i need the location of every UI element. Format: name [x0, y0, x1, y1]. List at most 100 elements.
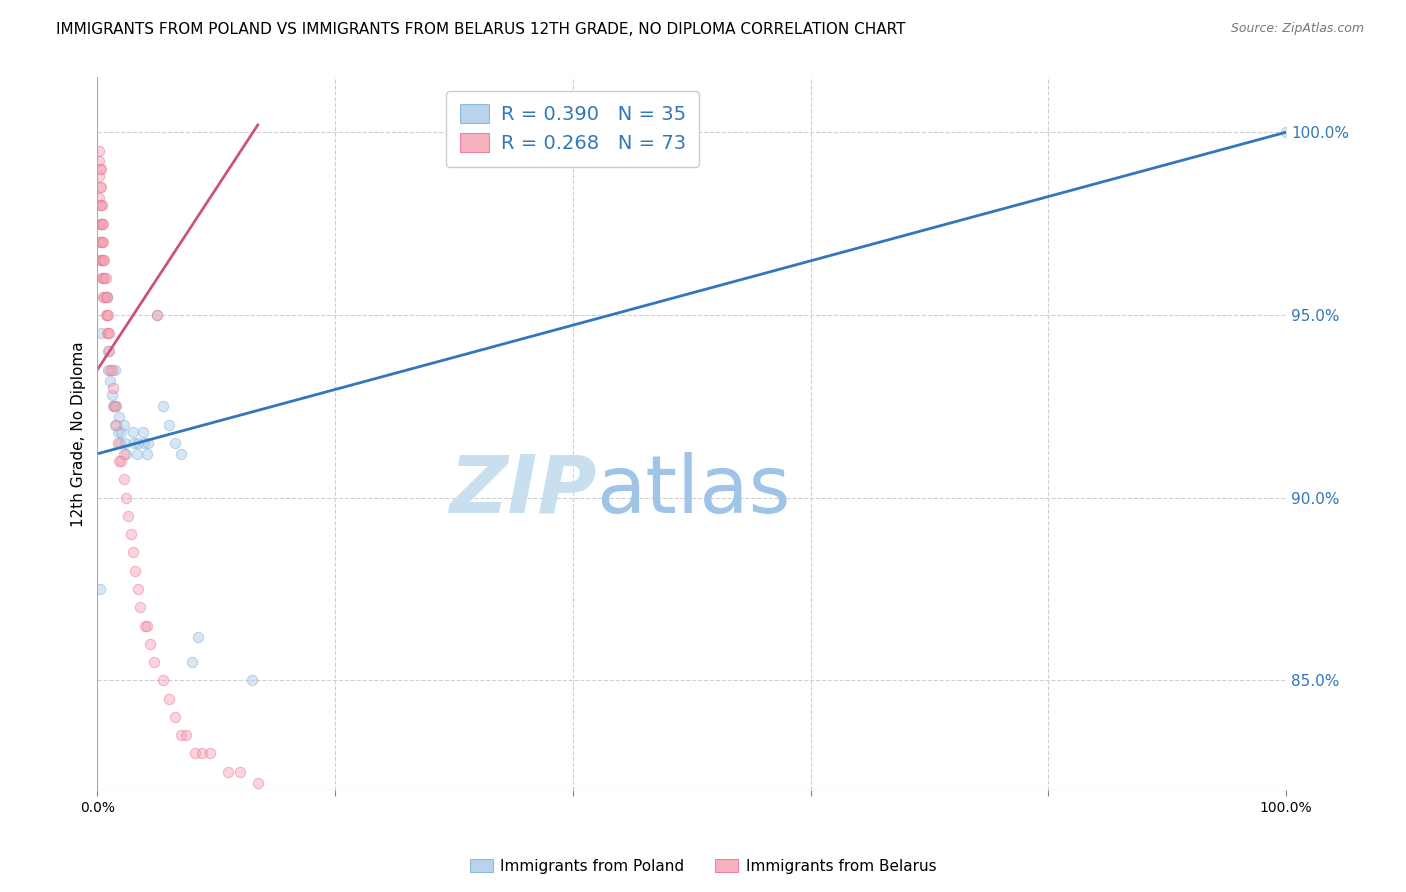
Text: 100.0%: 100.0%	[1260, 801, 1312, 815]
Point	[96, 290, 118, 304]
Point	[87, 169, 110, 183]
Point	[93, 271, 115, 285]
Point	[152, 400, 174, 414]
Point	[124, 564, 146, 578]
Point	[112, 447, 135, 461]
Point	[107, 410, 129, 425]
Point	[104, 400, 127, 414]
Point	[134, 618, 156, 632]
Point	[122, 435, 145, 450]
Point	[89, 253, 111, 268]
Point	[143, 655, 166, 669]
Point	[138, 435, 160, 450]
Point	[90, 217, 112, 231]
Point	[87, 144, 110, 158]
Point	[97, 308, 120, 322]
Point	[90, 235, 112, 249]
Point	[90, 198, 112, 212]
Point	[127, 582, 149, 596]
Point	[91, 217, 114, 231]
Point	[184, 747, 207, 761]
Point	[105, 417, 128, 432]
Point	[93, 290, 115, 304]
Point	[89, 161, 111, 176]
Point	[131, 425, 153, 439]
Point	[120, 527, 142, 541]
Point	[91, 253, 114, 268]
Text: 0.0%: 0.0%	[80, 801, 115, 815]
Point	[97, 344, 120, 359]
Point	[91, 235, 114, 249]
Point	[157, 691, 180, 706]
Point	[96, 308, 118, 322]
Point	[108, 435, 131, 450]
Point	[89, 180, 111, 194]
Point	[87, 191, 110, 205]
Point	[163, 710, 186, 724]
Point	[91, 271, 114, 285]
Point	[191, 747, 214, 761]
Point	[115, 447, 138, 461]
Point	[100, 363, 122, 377]
Point	[91, 290, 114, 304]
Point	[169, 447, 191, 461]
Point	[94, 271, 117, 285]
Point	[104, 363, 127, 377]
Point	[157, 417, 180, 432]
Point	[117, 508, 139, 523]
Point	[107, 454, 129, 468]
Point	[122, 545, 145, 559]
Point	[112, 417, 135, 432]
Point	[107, 435, 129, 450]
Point	[187, 630, 209, 644]
Y-axis label: 12th Grade, No Diploma: 12th Grade, No Diploma	[72, 341, 86, 526]
Point	[98, 344, 121, 359]
Point	[146, 308, 169, 322]
Point	[87, 154, 110, 169]
Point	[105, 400, 128, 414]
Point	[129, 600, 152, 615]
Point	[97, 363, 120, 377]
Point	[181, 655, 204, 669]
Point	[138, 637, 160, 651]
Point	[89, 198, 111, 212]
Legend: Immigrants from Poland, Immigrants from Belarus: Immigrants from Poland, Immigrants from …	[464, 853, 942, 880]
Point	[136, 447, 159, 461]
Legend: R = 0.390   N = 35, R = 0.268   N = 73: R = 0.390 N = 35, R = 0.268 N = 73	[446, 91, 699, 167]
Point	[152, 673, 174, 688]
Point	[110, 454, 132, 468]
Point	[91, 253, 114, 268]
Point	[169, 728, 191, 742]
Point	[101, 381, 124, 395]
Point	[94, 290, 117, 304]
Text: ZIP: ZIP	[449, 451, 596, 530]
Point	[91, 217, 114, 231]
Point	[89, 235, 111, 249]
Point	[122, 425, 145, 439]
Point	[217, 764, 239, 779]
Point	[127, 435, 149, 450]
Point	[136, 618, 159, 632]
Point	[240, 673, 263, 688]
Point	[125, 447, 148, 461]
Point	[96, 290, 118, 304]
Point	[1275, 125, 1298, 139]
Point	[89, 217, 111, 231]
Point	[93, 253, 115, 268]
Point	[146, 308, 169, 322]
Point	[100, 388, 122, 402]
Point	[91, 235, 114, 249]
Point	[200, 747, 222, 761]
Text: IMMIGRANTS FROM POLAND VS IMMIGRANTS FROM BELARUS 12TH GRADE, NO DIPLOMA CORRELA: IMMIGRANTS FROM POLAND VS IMMIGRANTS FRO…	[56, 22, 905, 37]
Point	[104, 417, 127, 432]
Point	[101, 400, 124, 414]
Point	[114, 435, 136, 450]
Point	[90, 253, 112, 268]
Point	[176, 728, 198, 742]
Point	[90, 326, 112, 341]
Point	[132, 435, 155, 450]
Point	[103, 400, 125, 414]
Text: atlas: atlas	[596, 451, 792, 530]
Point	[110, 425, 132, 439]
Point	[100, 363, 122, 377]
